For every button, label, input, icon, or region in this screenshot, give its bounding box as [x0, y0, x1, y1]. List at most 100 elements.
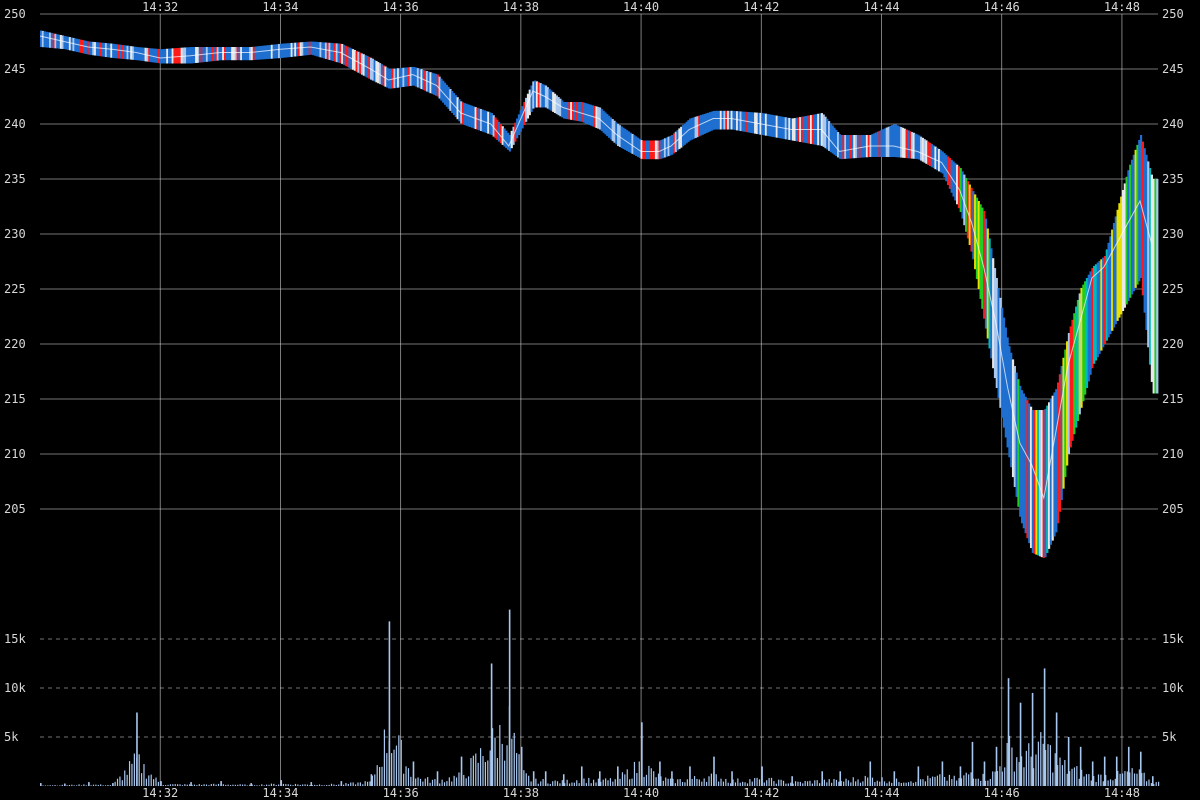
x-tick-label-bottom: 14:40 [623, 786, 659, 800]
y-tick-label-left: 225 [4, 282, 26, 296]
price-bar [117, 44, 120, 59]
price-bar [323, 42, 326, 59]
volume-bar [1121, 773, 1124, 786]
volume-bar [364, 781, 366, 786]
volume-bar [263, 785, 265, 786]
price-bar [921, 137, 924, 162]
price-bar [663, 138, 667, 158]
price-bar [584, 103, 587, 124]
volume-spike [617, 766, 619, 786]
volume-bar [1028, 743, 1030, 786]
price-bar [1105, 249, 1108, 341]
price-bar [83, 40, 86, 54]
volume-bar [107, 784, 109, 786]
price-bar [1004, 327, 1007, 438]
price-bar [528, 89, 531, 116]
price-bar [653, 140, 656, 160]
price-bar [333, 43, 337, 62]
volume-bar [804, 780, 806, 786]
volume-bar [405, 766, 407, 786]
price-bar [938, 149, 941, 172]
price-bar [294, 42, 297, 57]
volume-bar [441, 779, 443, 786]
price-bar [828, 121, 831, 151]
volume-bar [751, 781, 753, 786]
price-bar [1103, 256, 1107, 344]
volume-bar [1054, 753, 1056, 786]
volume-bar [944, 776, 946, 786]
volume-bar [523, 770, 525, 786]
price-bar [687, 120, 690, 142]
price-bar [247, 47, 250, 61]
price-bar [690, 117, 694, 140]
price-bar [72, 37, 75, 52]
price-bar [213, 47, 216, 61]
volume-bar [256, 785, 258, 786]
volume-bar [701, 781, 703, 786]
volume-spike [1139, 751, 1142, 786]
volume-bar [657, 773, 660, 786]
price-bar [227, 47, 230, 61]
price-bar [562, 102, 566, 119]
volume-bar [975, 778, 977, 786]
volume-bar [383, 729, 386, 786]
volume-bar [619, 778, 621, 786]
price-bar [667, 136, 670, 157]
price-bar [636, 137, 640, 157]
price-bar [838, 134, 842, 159]
volume-bar [742, 781, 744, 786]
price-bar [388, 68, 391, 89]
price-bar [972, 191, 975, 260]
volume-bar [672, 778, 674, 786]
volume-bar [196, 785, 198, 786]
price-bar [535, 81, 539, 108]
volume-bar [609, 778, 612, 786]
price-bar [86, 41, 90, 55]
volume-bar [843, 781, 845, 786]
price-bar [369, 57, 373, 80]
volume-bar [554, 780, 556, 786]
volume-bar [994, 771, 996, 786]
price-bar [525, 97, 528, 122]
price-bar [92, 41, 95, 56]
volume-bar [299, 784, 301, 786]
volume-bar [739, 782, 741, 786]
price-bar [335, 43, 338, 63]
price-bar [708, 112, 712, 132]
price-bar [635, 136, 638, 156]
price-bar [840, 135, 843, 160]
volume-bar [838, 781, 840, 786]
volume-bar [585, 783, 587, 786]
price-bar [992, 258, 995, 369]
price-bar [1011, 359, 1015, 478]
price-bar [891, 125, 894, 157]
price-bar [79, 39, 82, 53]
price-bar [995, 278, 998, 388]
volume-bar [547, 783, 549, 786]
price-bar [274, 44, 277, 59]
volume-bar [162, 785, 164, 786]
price-bar [1107, 242, 1110, 338]
volume-bars [40, 609, 1160, 786]
volume-bar [496, 758, 499, 786]
volume-spike [112, 783, 114, 786]
price-bar [638, 138, 641, 158]
price-bar [588, 104, 591, 125]
price-bar [739, 111, 742, 132]
volume-bar [653, 771, 655, 786]
volume-bar [1059, 757, 1061, 786]
volume-bar [785, 783, 787, 786]
volume-bar [239, 784, 241, 786]
volume-bar [213, 783, 215, 786]
volume-bar [845, 778, 847, 786]
price-bar [961, 171, 964, 219]
volume-bar [907, 782, 910, 786]
price-bar [124, 45, 127, 60]
volume-bar [157, 781, 160, 786]
volume-spike [761, 766, 763, 786]
volume-bar [826, 782, 828, 786]
volume-bar [275, 785, 277, 786]
y-tick-label-left: 215 [4, 392, 26, 406]
price-bar [642, 140, 645, 160]
volume-bar [1023, 767, 1025, 786]
